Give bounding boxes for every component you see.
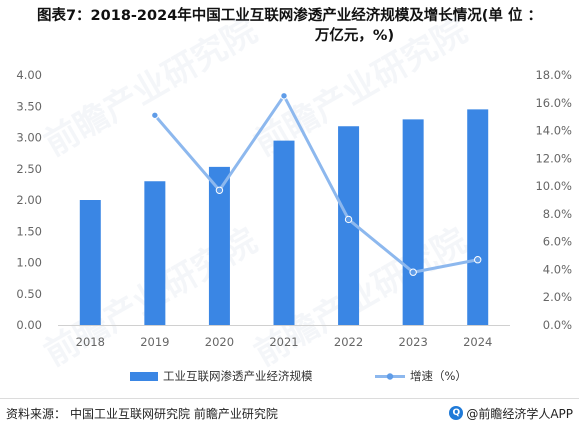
footer: 资料来源： 中国工业互联网研究院 前瞻产业研究院 Q @前瞻经济学人APP [6, 402, 573, 424]
y-left-tick-label: 2.50 [16, 162, 42, 176]
legend-bar-label: 工业互联网渗透产业经济规模 [163, 369, 313, 383]
q-logo-icon: Q [449, 406, 464, 420]
x-tick-label: 2018 [76, 335, 105, 349]
chart-canvas: 0.00 0.50 1.00 1.50 2.00 2.50 3.00 3.50 4.00 0.0%… [16, 68, 572, 383]
y-right-tick-label: 0.0% [543, 318, 572, 332]
y-right-tick-label: 4.0% [543, 262, 572, 276]
y-left-tick-label: 0.00 [16, 318, 42, 332]
bar [402, 119, 424, 325]
growth-point [409, 268, 417, 276]
x-tick-label: 2020 [205, 335, 234, 349]
y-right-tick-label: 16.0% [535, 96, 572, 110]
x-tick-label: 2023 [399, 335, 428, 349]
bar [79, 200, 101, 325]
growth-point [151, 111, 159, 119]
y-right-tick-label: 14.0% [535, 124, 572, 138]
y-right-tick-label: 8.0% [543, 207, 572, 221]
legend-bar-swatch [130, 372, 158, 381]
x-tick-label: 2021 [269, 335, 298, 349]
chart-title-line2: 万亿元，%) [314, 28, 395, 44]
brand-text: @前瞻经济学人APP [466, 406, 573, 421]
y-left-tick-label: 1.50 [16, 224, 42, 238]
y-left-tick-label: 4.00 [16, 68, 42, 82]
y-left-tick-label: 3.50 [16, 99, 42, 113]
y-left-tick-label: 2.00 [16, 193, 42, 207]
growth-point [280, 92, 288, 100]
source-label: 资料来源： [6, 406, 67, 421]
bar [467, 109, 489, 325]
footer-divider [0, 398, 579, 399]
chart-title: 图表7：2018-2024年中国工业互联网渗透产业经济规模及增长情况(单 位 ：… [0, 6, 579, 46]
legend-line-marker [386, 373, 394, 380]
growth-point [474, 256, 482, 264]
bar [273, 140, 295, 325]
y-right-tick-label: 2.0% [543, 290, 572, 304]
legend-line-label: 增速（%） [410, 369, 467, 383]
x-tick-label: 2019 [140, 335, 169, 349]
brand: Q @前瞻经济学人APP [449, 405, 573, 422]
source-text: 中国工业互联网研究院 前瞻产业研究院 [70, 406, 278, 421]
chart-title-line1: 图表7：2018-2024年中国工业互联网渗透产业经济规模及增长情况(单 位 ： [36, 8, 543, 24]
y-right-tick-label: 10.0% [535, 179, 572, 193]
growth-line [153, 94, 478, 274]
y-left-tick-label: 3.00 [16, 131, 42, 145]
x-tick-label: 2024 [463, 335, 492, 349]
x-tick-label: 2022 [334, 335, 363, 349]
bar [208, 166, 230, 325]
source-note: 资料来源： 中国工业互联网研究院 前瞻产业研究院 [6, 405, 278, 422]
growth-point [344, 215, 353, 224]
y-left-tick-label: 1.00 [16, 256, 42, 270]
y-left-tick-label: 0.50 [16, 287, 42, 301]
bar [144, 181, 166, 325]
growth-point [215, 186, 224, 194]
y-right-tick-label: 6.0% [543, 235, 572, 249]
y-right-tick-label: 12.0% [535, 151, 572, 165]
y-right-tick-label: 18.0% [535, 68, 572, 82]
bar [338, 126, 360, 325]
